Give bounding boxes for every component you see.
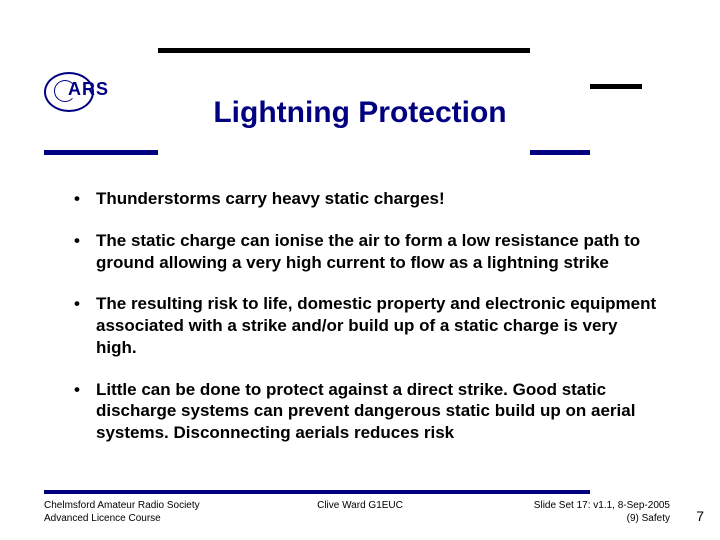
bullet-item: The resulting risk to life, domestic pro… xyxy=(74,293,660,358)
top-rule-end xyxy=(590,84,642,89)
slide: ARS Lightning Protection Thunderstorms c… xyxy=(0,0,720,540)
page-number: 7 xyxy=(696,508,704,524)
bullet-item: Thunderstorms carry heavy static charges… xyxy=(74,188,660,210)
bullet-list: Thunderstorms carry heavy static charges… xyxy=(74,188,660,464)
bullet-item: Little can be done to protect against a … xyxy=(74,379,660,444)
footer-right-line1: Slide Set 17: v1.1, 8-Sep-2005 xyxy=(534,500,670,511)
footer-right: Slide Set 17: v1.1, 8-Sep-2005 (9) Safet… xyxy=(534,500,670,525)
title-underline-right xyxy=(530,150,590,155)
top-rule xyxy=(158,48,530,53)
bottom-rule xyxy=(44,490,590,494)
footer-left-line2: Advanced Licence Course xyxy=(44,513,161,524)
bullet-item: The static charge can ionise the air to … xyxy=(74,230,660,274)
footer-right-line2: (9) Safety xyxy=(627,513,670,524)
title-underline-left xyxy=(44,150,158,155)
slide-title: Lightning Protection xyxy=(0,96,720,130)
